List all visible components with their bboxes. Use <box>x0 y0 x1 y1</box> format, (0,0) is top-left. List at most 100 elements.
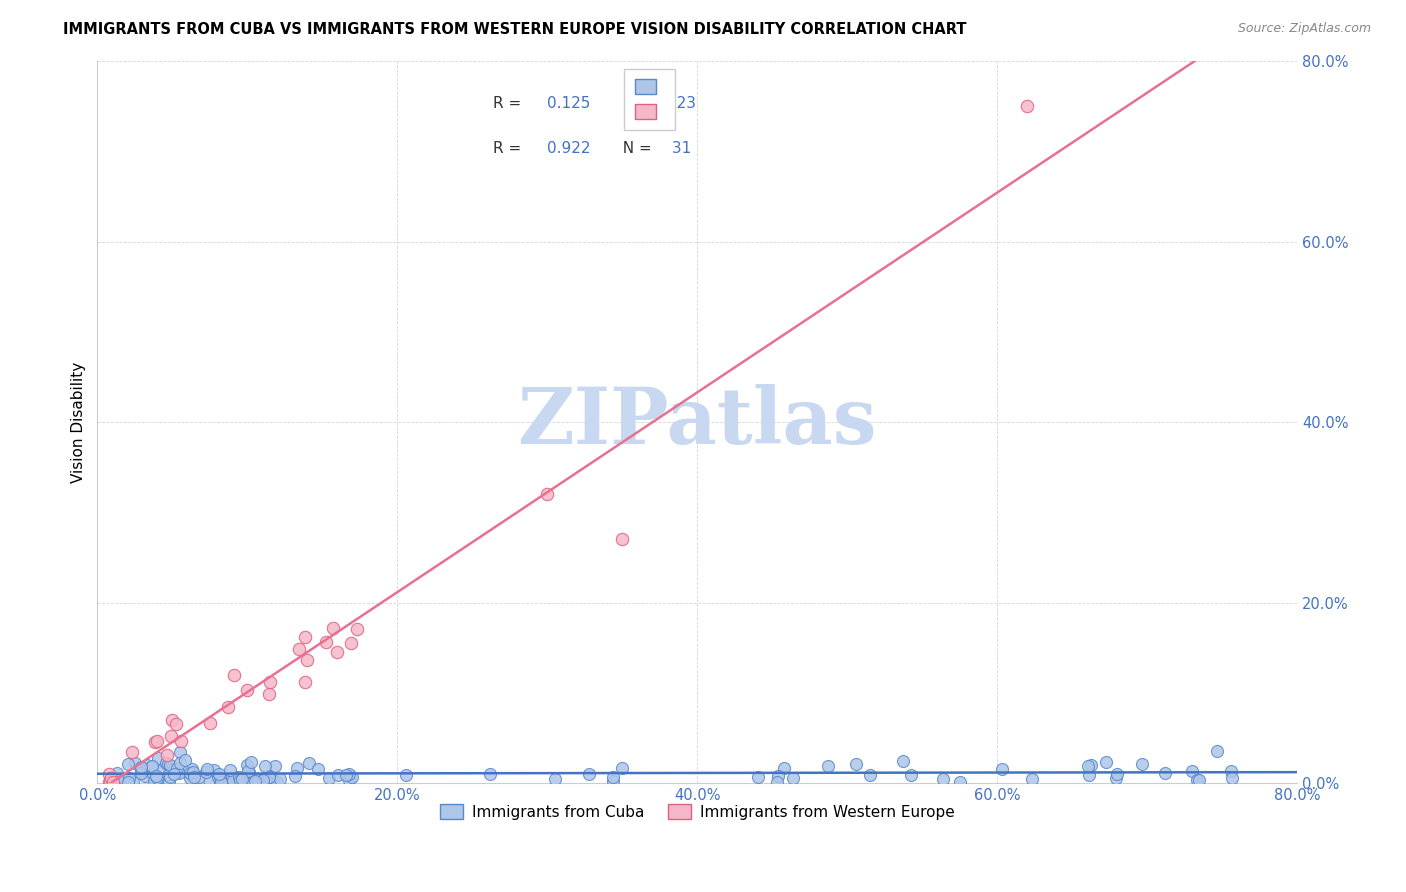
Point <box>307 762 329 776</box>
Point <box>1077 758 1099 772</box>
Point <box>209 775 232 789</box>
Point <box>117 771 139 785</box>
Point <box>294 630 316 644</box>
Point <box>174 753 197 767</box>
Point <box>1154 765 1177 780</box>
Point <box>208 767 231 781</box>
Point <box>121 775 143 789</box>
Point <box>773 761 796 775</box>
Point <box>159 770 181 784</box>
Point <box>209 770 232 784</box>
Point <box>325 645 347 659</box>
Point <box>1181 764 1204 778</box>
Point <box>160 713 183 727</box>
Point <box>225 770 247 784</box>
Point <box>263 759 285 773</box>
Point <box>257 770 280 784</box>
Point <box>1080 757 1102 772</box>
Point <box>1107 767 1129 781</box>
Point <box>155 756 177 770</box>
Point <box>100 772 122 786</box>
Point <box>612 533 634 547</box>
Legend: Immigrants from Cuba, Immigrants from Western Europe: Immigrants from Cuba, Immigrants from We… <box>434 798 960 826</box>
Point <box>146 751 169 765</box>
Point <box>238 772 260 787</box>
Point <box>1206 744 1229 758</box>
Point <box>285 761 308 775</box>
Point <box>1188 773 1211 788</box>
Point <box>1132 756 1154 771</box>
Point <box>298 756 321 771</box>
Text: ZIPatlas: ZIPatlas <box>517 384 877 460</box>
Point <box>602 770 624 784</box>
Point <box>318 771 340 785</box>
Point <box>97 767 120 781</box>
Point <box>141 759 163 773</box>
Point <box>146 733 169 747</box>
Point <box>231 772 253 787</box>
Point <box>252 773 274 788</box>
Point <box>236 758 259 772</box>
Point <box>198 715 221 730</box>
Point <box>157 774 180 789</box>
Text: 0.125: 0.125 <box>547 95 591 111</box>
Point <box>105 765 128 780</box>
Point <box>578 767 600 781</box>
Point <box>859 768 882 782</box>
Text: IMMIGRANTS FROM CUBA VS IMMIGRANTS FROM WESTERN EUROPE VISION DISABILITY CORRELA: IMMIGRANTS FROM CUBA VS IMMIGRANTS FROM … <box>63 22 967 37</box>
Point <box>195 764 218 779</box>
Point <box>148 764 170 778</box>
Point <box>340 636 363 650</box>
Text: R =: R = <box>494 141 526 156</box>
Point <box>845 757 868 772</box>
Point <box>249 773 271 788</box>
Point <box>181 765 204 780</box>
Point <box>163 762 186 776</box>
Point <box>228 770 250 784</box>
Point <box>222 668 245 682</box>
Point <box>602 774 624 789</box>
Point <box>159 758 181 772</box>
Point <box>1220 771 1243 785</box>
Point <box>124 756 146 771</box>
Point <box>246 772 269 786</box>
Point <box>219 763 242 777</box>
Point <box>179 765 201 780</box>
Point <box>269 772 291 787</box>
Point <box>1095 755 1118 769</box>
Point <box>145 769 167 783</box>
Point <box>991 762 1014 776</box>
Point <box>162 760 184 774</box>
Point <box>395 768 418 782</box>
Point <box>129 760 152 774</box>
Point <box>891 755 914 769</box>
Point <box>295 653 318 667</box>
Point <box>294 674 316 689</box>
Point <box>229 773 252 788</box>
Point <box>180 767 202 781</box>
Point <box>1021 772 1043 786</box>
Point <box>169 766 191 780</box>
Point <box>188 771 211 785</box>
Point <box>141 760 163 774</box>
Text: Source: ZipAtlas.com: Source: ZipAtlas.com <box>1237 22 1371 36</box>
Text: N =: N = <box>613 141 657 156</box>
Point <box>1078 767 1101 781</box>
Point <box>101 775 124 789</box>
Point <box>766 769 789 783</box>
Text: 123: 123 <box>668 95 696 111</box>
Point <box>142 767 165 781</box>
Point <box>254 759 277 773</box>
Point <box>247 772 270 787</box>
Point <box>1105 771 1128 785</box>
Point <box>239 755 262 769</box>
Point <box>156 768 179 782</box>
Point <box>183 770 205 784</box>
Point <box>288 642 311 657</box>
Point <box>117 774 139 789</box>
Point <box>335 768 357 782</box>
Point <box>221 772 243 787</box>
Point <box>254 773 277 788</box>
Point <box>180 763 202 777</box>
Point <box>322 621 344 635</box>
